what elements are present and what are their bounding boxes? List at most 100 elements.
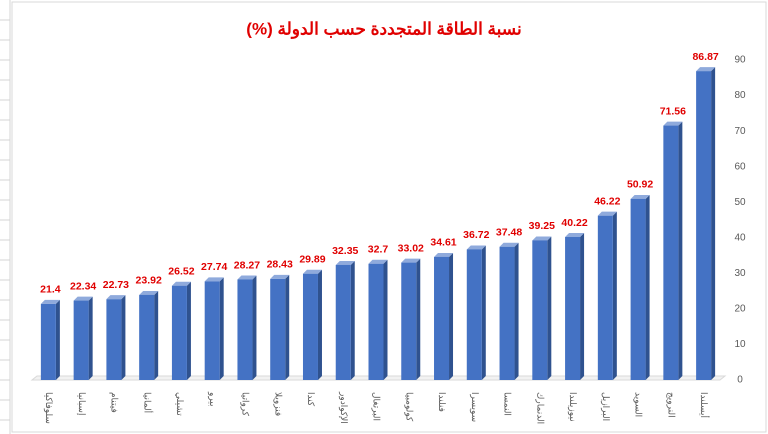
- x-tick-label: فيتنام: [109, 392, 120, 413]
- data-label: 39.25: [529, 220, 555, 232]
- bar-side: [449, 252, 454, 380]
- bar-side: [580, 232, 585, 380]
- y-tick-label: 0: [737, 375, 743, 386]
- bar-top: [597, 211, 617, 216]
- x-tick-label: تشيلي: [175, 392, 185, 416]
- bar: [401, 262, 417, 380]
- data-label: 22.73: [103, 279, 129, 291]
- x-tick-label: ألمانيا: [142, 392, 154, 413]
- data-label: 33.02: [398, 242, 424, 254]
- data-label: 29.89: [299, 254, 325, 266]
- x-tick-label: إسبانيا: [76, 392, 87, 415]
- data-label: 26.52: [168, 265, 194, 277]
- data-label: 86.87: [692, 51, 718, 63]
- bar: [499, 246, 515, 380]
- data-label: 37.48: [496, 227, 522, 239]
- x-tick-label: فنلندا: [437, 392, 447, 412]
- bar-side: [678, 121, 683, 380]
- bar: [204, 281, 220, 380]
- bar-side: [55, 299, 60, 380]
- bar-top: [139, 290, 159, 295]
- bar-top: [696, 67, 716, 72]
- bar: [270, 278, 286, 380]
- bar: [565, 236, 581, 380]
- data-label: 23.92: [136, 275, 162, 287]
- bar: [139, 294, 155, 380]
- x-tick-label: سلوفاكيا: [43, 392, 54, 424]
- bar-top: [630, 194, 650, 199]
- bar: [237, 279, 253, 380]
- x-tick-label: بيرو: [207, 391, 218, 407]
- x-tick-label: سويسرا: [469, 392, 480, 422]
- bar-top: [40, 299, 60, 304]
- y-tick-label: 30: [734, 268, 746, 279]
- x-tick-label: كندا: [306, 392, 316, 407]
- bar-side: [186, 281, 191, 380]
- bar-top: [532, 236, 552, 241]
- data-label: 27.74: [201, 261, 227, 273]
- bar-top: [237, 275, 257, 280]
- bar-side: [481, 245, 486, 380]
- data-label: 46.22: [594, 195, 620, 207]
- bar-top: [335, 260, 355, 265]
- y-tick-label: 40: [734, 232, 746, 243]
- sheet-grid: [0, 0, 11, 434]
- bar-side: [121, 295, 126, 380]
- bar-top: [73, 296, 93, 301]
- bar-top: [466, 245, 486, 250]
- y-tick-label: 20: [734, 304, 746, 315]
- bar: [532, 240, 548, 380]
- x-tick-label: الإكوادور: [338, 391, 349, 424]
- chart-border: [11, 1, 767, 433]
- bar-top: [302, 269, 322, 274]
- bar: [40, 303, 56, 380]
- bar-top: [106, 295, 126, 300]
- bar-side: [711, 67, 716, 380]
- bar-side: [317, 269, 322, 380]
- x-tick-label: الدنمارك: [534, 392, 545, 424]
- bar: [335, 264, 351, 380]
- bar-side: [350, 260, 355, 380]
- bar-side: [547, 236, 552, 380]
- data-label: 32.7: [368, 244, 389, 256]
- x-tick-label: نيوزيلندا: [567, 392, 578, 422]
- chart-title: نسبة الطاقة المتجددة حسب الدولة (%): [246, 19, 521, 39]
- x-tick-label: النمسا: [503, 392, 513, 416]
- bar-top: [204, 277, 224, 282]
- bar: [630, 198, 646, 380]
- bar-side: [252, 275, 257, 380]
- y-tick-label: 60: [734, 161, 746, 172]
- y-tick-label: 80: [734, 90, 746, 101]
- bar-side: [645, 194, 650, 380]
- bar: [663, 125, 679, 380]
- bar: [466, 249, 482, 380]
- data-label: 28.27: [234, 259, 260, 271]
- bar: [434, 256, 450, 380]
- bar: [368, 263, 384, 380]
- bar: [696, 71, 712, 380]
- bar-side: [612, 211, 617, 380]
- bar-side: [514, 242, 519, 380]
- bar: [73, 300, 89, 380]
- bar-side: [154, 290, 159, 380]
- bar: [302, 273, 318, 380]
- bar-top: [663, 121, 683, 126]
- x-tick-label: كرواتيا: [240, 392, 251, 417]
- data-label: 71.56: [660, 105, 686, 117]
- data-label: 28.43: [267, 259, 293, 271]
- y-tick-label: 70: [734, 126, 746, 137]
- bar-top: [565, 232, 585, 237]
- x-tick-label: البرازيل: [600, 392, 611, 421]
- x-tick-label: النرويج: [665, 392, 676, 418]
- y-tick-label: 50: [734, 197, 746, 208]
- bar-top: [401, 258, 421, 263]
- data-label: 21.4: [40, 284, 61, 296]
- bar-top: [270, 274, 290, 279]
- data-label: 40.22: [561, 217, 587, 229]
- data-label: 22.34: [70, 280, 96, 292]
- bar: [597, 215, 613, 380]
- bar-top: [434, 252, 454, 257]
- x-tick-label: السويد: [633, 392, 644, 417]
- bar-top: [499, 242, 519, 247]
